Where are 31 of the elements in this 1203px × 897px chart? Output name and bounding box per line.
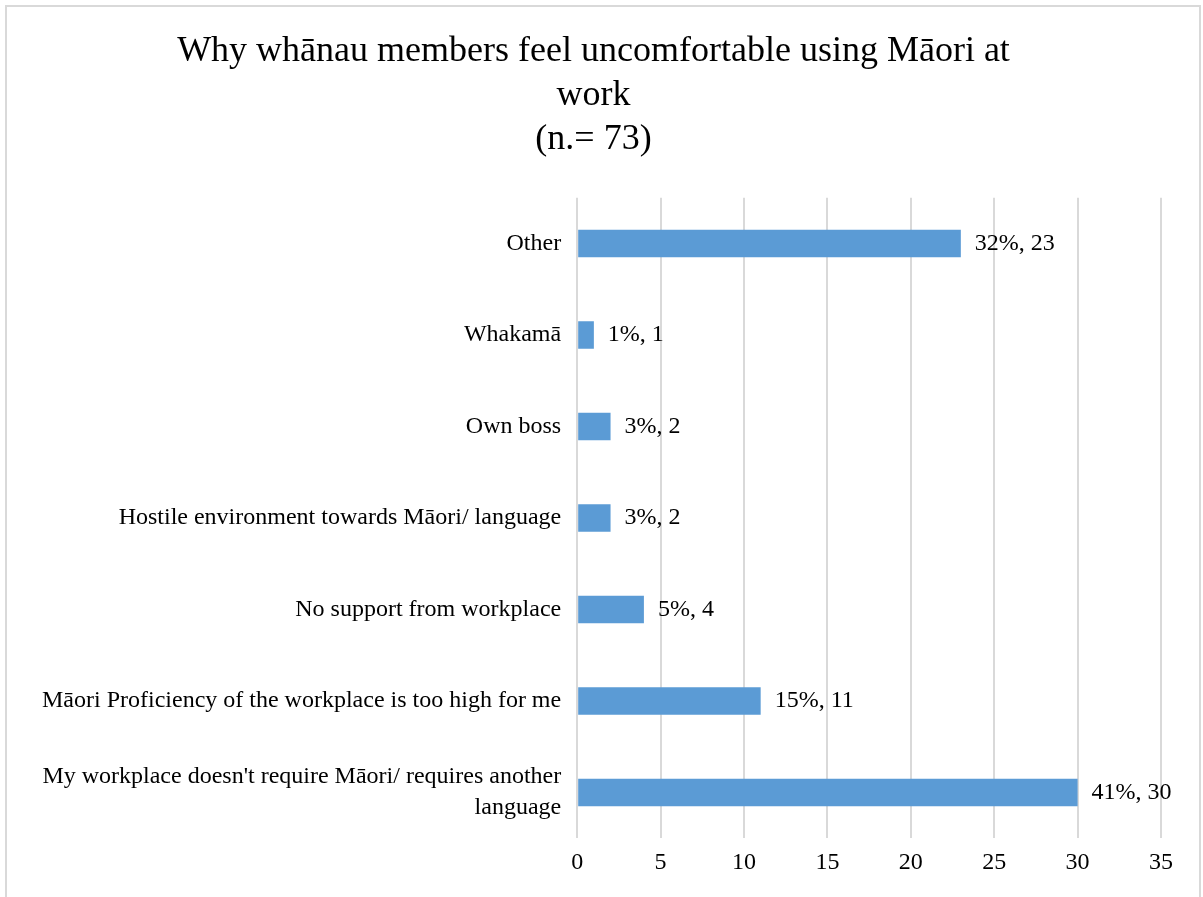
y-tick-label: Māori Proficiency of the workplace is too high for me <box>42 686 562 713</box>
bar <box>578 595 644 624</box>
y-tick-label: Hostile environment towards Māori/ language <box>118 503 562 530</box>
x-tick-label: 35 <box>1149 847 1173 874</box>
bar <box>578 778 1078 807</box>
chart-title: Why whānau members feel uncomfortable using Māori at work <box>177 29 1010 114</box>
x-tick-label: 10 <box>731 847 756 874</box>
data-label: 5%, 4 <box>657 594 714 621</box>
data-label: 15%, 11 <box>774 686 854 713</box>
bar <box>578 687 761 715</box>
bar <box>578 504 611 532</box>
y-tick-label: Own boss <box>465 411 562 438</box>
bar <box>578 412 611 441</box>
data-label: 41%, 30 <box>1091 777 1172 804</box>
x-tick-label: 20 <box>898 847 923 874</box>
bar <box>578 229 961 258</box>
y-tick-label: No support from workplace <box>295 594 562 621</box>
y-tick-label: Whakamā <box>463 320 562 347</box>
data-label: 3%, 2 <box>624 503 681 530</box>
data-label: 1%, 1 <box>607 320 664 347</box>
x-tick-label: 25 <box>982 847 1007 874</box>
y-tick-label: Other <box>506 228 562 255</box>
data-label: 3%, 2 <box>624 411 681 438</box>
chart-subtitle: (n.= 73) <box>535 117 652 158</box>
x-tick-label: 0 <box>571 847 584 874</box>
x-tick-label: 5 <box>654 847 667 874</box>
bar <box>578 321 594 349</box>
x-tick-label: 15 <box>815 847 840 874</box>
y-tick-label: My workplace doesn't require Māori/ requires another language <box>42 762 562 820</box>
data-label: 32%, 23 <box>974 228 1055 255</box>
x-tick-label: 30 <box>1065 847 1090 874</box>
